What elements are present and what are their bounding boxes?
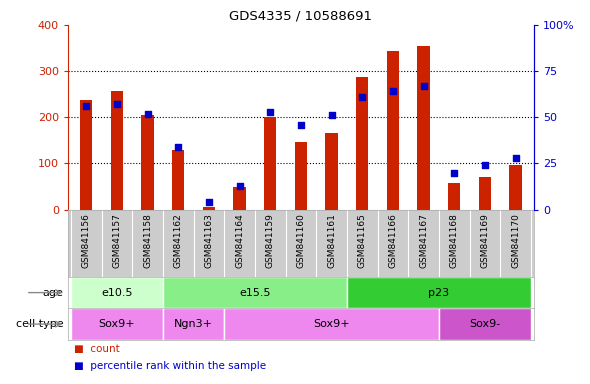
Bar: [163, 277, 347, 308]
Text: GSM841166: GSM841166: [388, 213, 398, 268]
Point: [388, 88, 398, 94]
Bar: [387, 51, 399, 210]
Text: ■  percentile rank within the sample: ■ percentile rank within the sample: [74, 361, 266, 371]
Bar: [71, 308, 163, 340]
Bar: [478, 177, 491, 210]
Text: GSM841157: GSM841157: [113, 213, 122, 268]
Point: [450, 170, 459, 176]
Text: GSM841160: GSM841160: [296, 213, 306, 268]
Bar: [142, 114, 154, 210]
Text: GSM841159: GSM841159: [266, 213, 275, 268]
Bar: [326, 132, 337, 210]
Bar: [111, 91, 123, 210]
Point: [143, 111, 152, 117]
Text: ■  count: ■ count: [74, 344, 120, 354]
Text: p23: p23: [428, 288, 450, 298]
Point: [296, 122, 306, 128]
Text: Sox9+: Sox9+: [99, 319, 135, 329]
Bar: [347, 277, 531, 308]
Text: Sox9-: Sox9-: [469, 319, 500, 329]
Text: cell type: cell type: [15, 319, 63, 329]
Text: GSM841161: GSM841161: [327, 213, 336, 268]
Point: [358, 94, 367, 100]
Point: [419, 83, 428, 89]
Bar: [356, 77, 368, 210]
Point: [327, 113, 336, 119]
Text: GSM841158: GSM841158: [143, 213, 152, 268]
Bar: [509, 165, 522, 210]
Text: e15.5: e15.5: [239, 288, 271, 298]
Point: [266, 109, 275, 115]
Bar: [439, 308, 531, 340]
Bar: [448, 183, 460, 210]
Text: GSM841167: GSM841167: [419, 213, 428, 268]
Point: [235, 182, 244, 189]
Text: GSM841168: GSM841168: [450, 213, 458, 268]
Text: GSM841162: GSM841162: [173, 213, 183, 268]
Text: GSM841156: GSM841156: [82, 213, 91, 268]
Point: [480, 162, 490, 169]
Bar: [264, 118, 276, 210]
Bar: [80, 100, 93, 210]
Bar: [71, 277, 163, 308]
Bar: [295, 142, 307, 210]
Text: e10.5: e10.5: [101, 288, 133, 298]
Bar: [418, 46, 430, 210]
Point: [173, 144, 183, 150]
Bar: [163, 308, 224, 340]
Bar: [172, 150, 184, 210]
Text: GSM841163: GSM841163: [204, 213, 214, 268]
Text: Ngn3+: Ngn3+: [174, 319, 213, 329]
Text: GDS4335 / 10588691: GDS4335 / 10588691: [230, 10, 372, 23]
Text: GSM841169: GSM841169: [480, 213, 489, 268]
Text: Sox9+: Sox9+: [313, 319, 350, 329]
Text: GSM841164: GSM841164: [235, 213, 244, 268]
Point: [112, 101, 122, 108]
Bar: [203, 207, 215, 210]
Text: age: age: [42, 288, 63, 298]
Bar: [224, 308, 439, 340]
Point: [511, 155, 520, 161]
Point: [81, 103, 91, 109]
Point: [204, 199, 214, 205]
Text: GSM841165: GSM841165: [358, 213, 367, 268]
Text: GSM841170: GSM841170: [511, 213, 520, 268]
Bar: [234, 187, 245, 210]
